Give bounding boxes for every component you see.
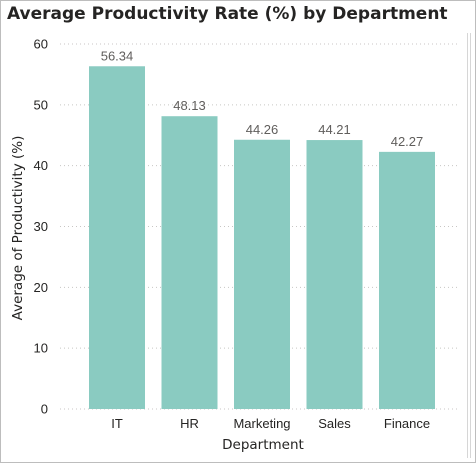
bar-sales[interactable] <box>306 140 363 409</box>
data-label-finance: 42.27 <box>391 134 424 149</box>
x-axis-ticks: IT HR Marketing Sales Finance <box>111 416 430 431</box>
y-tick-label: 0 <box>41 402 48 417</box>
y-tick-label: 30 <box>34 219 48 234</box>
data-label-sales: 44.21 <box>318 122 351 137</box>
y-axis-title: Average of Productivity (%) <box>10 136 26 321</box>
x-tick-label-finance: Finance <box>384 416 430 431</box>
x-tick-label-it: IT <box>111 416 123 431</box>
y-tick-label: 50 <box>34 97 48 112</box>
data-label-hr: 48.13 <box>173 98 206 113</box>
data-labels: 56.34 48.13 44.26 44.21 42.27 <box>101 48 424 149</box>
bar-finance[interactable] <box>379 151 435 410</box>
y-tick-label: 10 <box>34 341 48 356</box>
data-label-marketing: 44.26 <box>246 122 279 137</box>
bar-it[interactable] <box>89 66 145 409</box>
y-tick-label: 20 <box>34 280 48 295</box>
x-tick-label-hr: HR <box>180 416 199 431</box>
x-tick-label-marketing: Marketing <box>233 416 290 431</box>
y-tick-label: 40 <box>34 158 48 173</box>
y-tick-label: 60 <box>34 37 48 52</box>
bars <box>89 66 435 410</box>
bar-hr[interactable] <box>161 116 218 409</box>
x-tick-label-sales: Sales <box>318 416 351 431</box>
data-label-it: 56.34 <box>101 48 134 63</box>
bar-marketing[interactable] <box>234 139 290 410</box>
x-axis-title: Department <box>222 437 304 453</box>
scrollbar-edge <box>467 33 471 458</box>
chart-title: Average Productivity Rate (%) by Departm… <box>7 4 448 24</box>
y-axis-ticks: 0 10 20 30 40 50 60 <box>34 37 48 417</box>
